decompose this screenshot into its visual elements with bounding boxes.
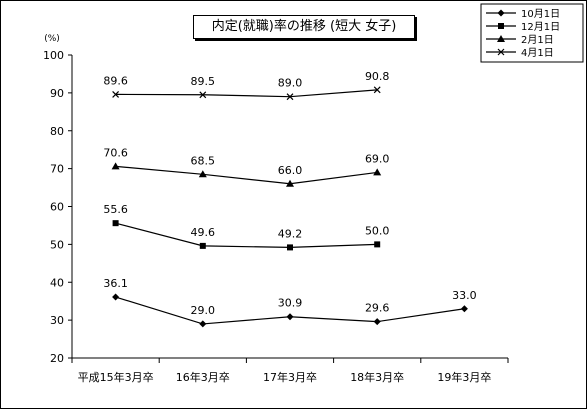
x-tick-label: 平成15年3月卒 <box>78 370 154 384</box>
legend-marker <box>497 35 505 42</box>
series-4-line <box>115 89 378 98</box>
y-tick-label: 50 <box>50 238 64 251</box>
series-1-point <box>460 305 468 313</box>
series-3-point <box>286 179 294 187</box>
series-1-data-label: 29.6 <box>365 302 390 315</box>
y-tick-label: 40 <box>50 276 64 289</box>
series-3-line <box>115 165 378 185</box>
x-tick-label: 16年3月卒 <box>176 370 230 384</box>
series-3-data-label: 69.0 <box>365 152 390 165</box>
series-1-point <box>373 318 381 326</box>
y-tick-label: 70 <box>50 163 64 176</box>
legend-marker <box>497 9 505 17</box>
y-axis-unit: (%) <box>44 34 60 44</box>
x-tick-label: 17年3月卒 <box>263 370 317 384</box>
series-4-point <box>286 93 294 101</box>
legend-marker <box>498 23 504 29</box>
series-3-point <box>111 162 120 170</box>
series-4-data-label: 89.5 <box>191 75 216 88</box>
series-4-point <box>373 86 381 94</box>
series-1-data-label: 36.1 <box>103 277 128 290</box>
x-tick-label: 19年3月卒 <box>437 370 491 384</box>
series-3-data-label: 68.5 <box>191 154 216 167</box>
series-2-data-label: 50.0 <box>365 224 390 237</box>
series-2-point <box>374 241 381 248</box>
legend-label: 4月1日 <box>521 47 554 59</box>
series-2-point <box>199 242 206 249</box>
series-4-data-label: 89.0 <box>278 77 303 90</box>
series-1-data-label: 33.0 <box>452 289 477 302</box>
legend-label: 12月1日 <box>521 21 560 33</box>
series-4-point <box>112 90 120 98</box>
legend-label: 2月1日 <box>521 34 554 46</box>
series-2-point <box>112 220 119 227</box>
series-2-data-label: 55.6 <box>103 203 128 216</box>
series-4-point <box>199 91 207 99</box>
series-1-data-label: 30.9 <box>278 297 303 310</box>
x-tick-label: 18年3月卒 <box>350 370 404 384</box>
series-1-data-label: 29.0 <box>191 304 216 317</box>
series-1-point <box>199 320 207 328</box>
series-3-point <box>198 170 207 178</box>
y-tick-label: 80 <box>50 125 64 138</box>
y-tick-label: 20 <box>50 352 64 365</box>
series-4-data-label: 89.6 <box>103 74 128 87</box>
series-1-point <box>286 313 294 321</box>
series-3-data-label: 66.0 <box>278 164 303 177</box>
series-3-point <box>373 168 382 176</box>
series-2-line <box>115 222 378 249</box>
legend-label: 10月1日 <box>521 8 560 20</box>
series-2-point <box>287 244 293 251</box>
series-2-data-label: 49.2 <box>278 227 303 240</box>
y-tick-label: 90 <box>50 87 64 100</box>
series-3-data-label: 70.6 <box>103 146 128 159</box>
legend-marker <box>497 48 505 56</box>
series-4-data-label: 90.8 <box>365 70 390 83</box>
y-tick-label: 30 <box>50 314 64 327</box>
series-2-data-label: 49.6 <box>191 226 216 239</box>
chart-title: 内定(就職)率の推移 (短大 女子) <box>193 15 415 39</box>
series-1-point <box>112 293 120 301</box>
y-tick-label: 100 <box>43 49 64 62</box>
y-tick-label: 60 <box>50 201 64 214</box>
